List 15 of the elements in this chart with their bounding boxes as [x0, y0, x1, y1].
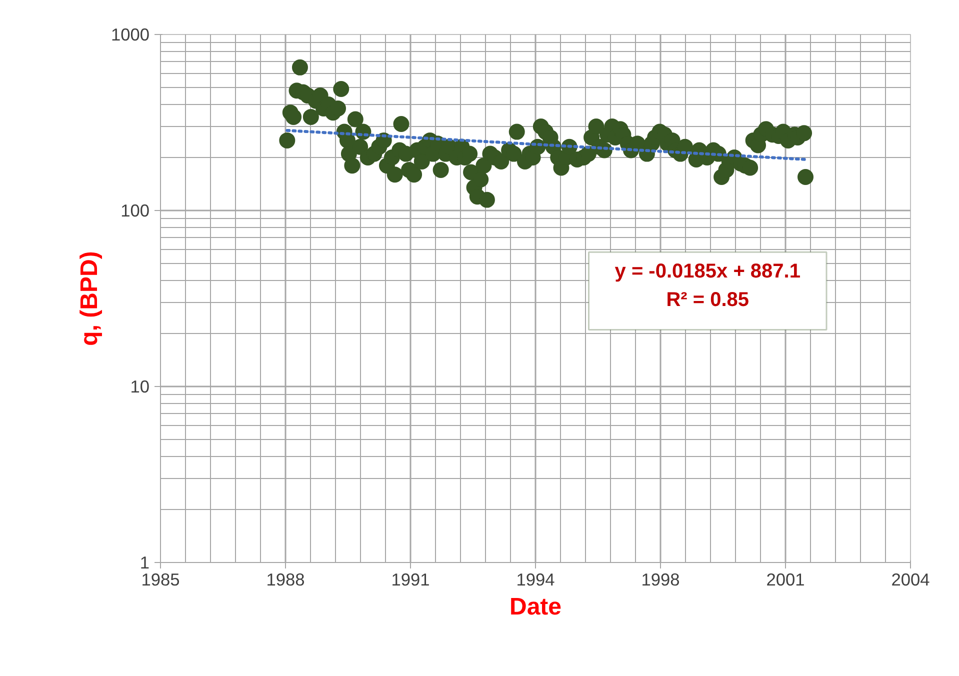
x-tick-label: 1994	[516, 570, 556, 590]
x-tick-label: 1988	[266, 570, 305, 590]
y-axis-title: q, (BPD)	[76, 251, 103, 346]
x-tick-label: 1998	[641, 570, 680, 590]
x-tick-label: 2004	[891, 570, 930, 590]
y-tick-label: 10	[130, 376, 150, 396]
annotation: y = -0.0185x + 887.1	[614, 260, 800, 283]
x-tick-label: 1991	[391, 570, 430, 590]
x-tick-label: 1985	[141, 570, 180, 590]
y-tick-label: 100	[120, 200, 150, 220]
annotation: R² = 0.85	[666, 288, 750, 311]
x-tick-label: 2001	[766, 570, 805, 590]
y-tick-label: 1	[140, 552, 150, 572]
y-tick-label: 1000	[110, 24, 150, 44]
x-axis-title: Date	[509, 594, 562, 620]
